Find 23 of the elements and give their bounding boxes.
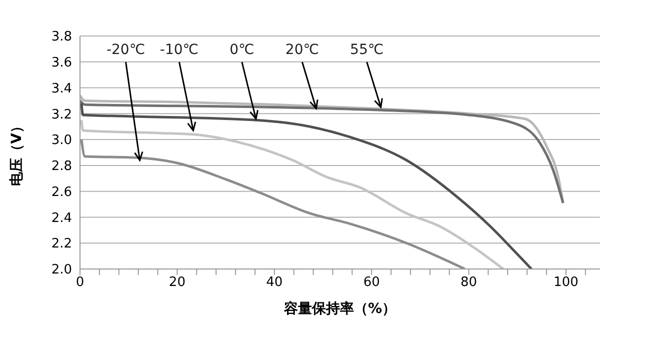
y-tick-label: 2.2 [51,236,72,252]
y-tick-label: 3.2 [51,107,72,122]
y-tick-label: 3.4 [51,81,72,96]
y-axis-title: 电压（V） [8,119,25,186]
annotation: -20℃ [106,42,146,58]
y-tick-label: 3.8 [51,30,72,45]
y-tick-label: 3.0 [51,133,72,148]
y-tick-label: 2.0 [51,262,72,278]
annotation: -10℃ [160,42,199,58]
annotation: 0℃ [230,42,254,58]
annotation: 55℃ [350,42,384,58]
x-tick-label: 20 [168,275,186,290]
y-tick-label: 2.4 [51,210,72,226]
x-tick-label: 60 [363,275,380,290]
annotation: 20℃ [285,42,319,58]
x-tick-label: 40 [266,275,283,290]
y-tick-label: 2.6 [51,184,72,200]
y-tick-label: 3.6 [51,56,72,71]
x-tick-label: 100 [554,275,578,290]
x-tick-label: 80 [460,275,478,290]
x-tick-label: 0 [76,275,84,290]
x-axis-title: 容量保持率（%） [282,300,396,317]
y-tick-label: 2.8 [51,159,72,174]
